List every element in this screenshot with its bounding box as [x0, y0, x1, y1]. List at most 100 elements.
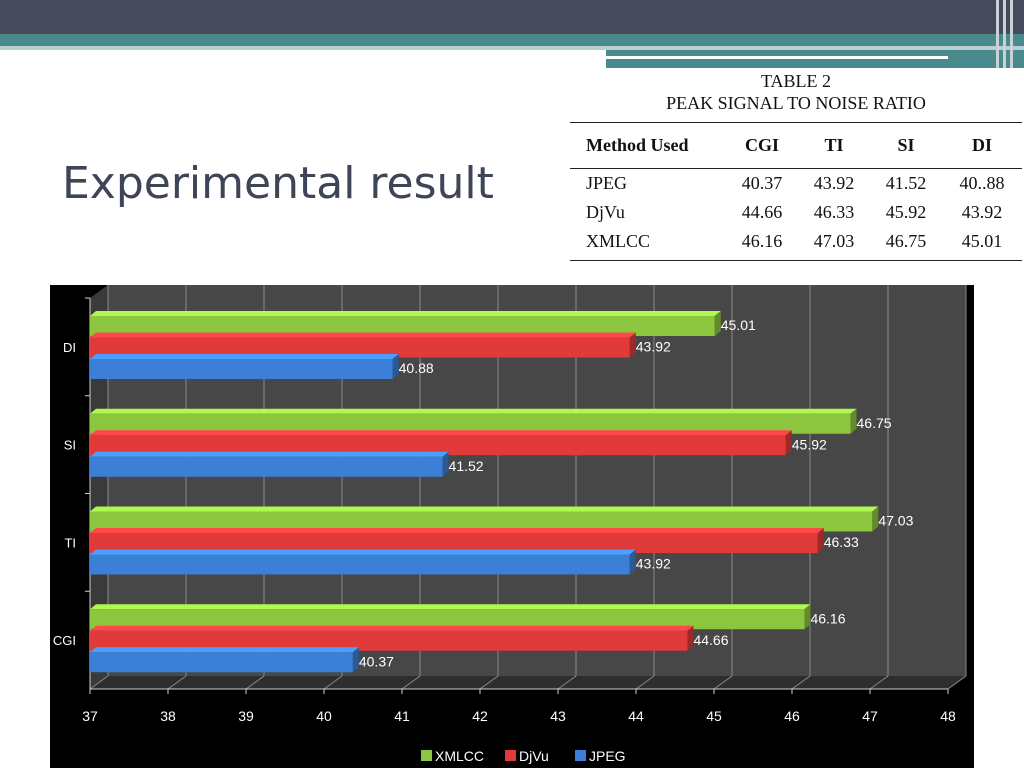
data-label: 44.66 [693, 632, 728, 648]
x-tick-label: 41 [394, 708, 410, 724]
table-header-cell: Method Used [570, 122, 726, 169]
bar-end-face [872, 506, 879, 532]
header-decoration [1010, 0, 1013, 68]
table-cell: DjVu [586, 202, 625, 222]
table-cell: 46.75 [870, 227, 942, 261]
table-row: DjVu 44.66 46.33 45.92 43.92 [570, 198, 1022, 227]
y-tick-label: SI [64, 438, 76, 453]
bar-top-face [90, 311, 721, 316]
bar-end-face [442, 451, 449, 477]
bar [90, 630, 688, 651]
bar-top-face [90, 625, 694, 631]
legend-swatch [421, 750, 432, 761]
chart-canvas: 37 38 39 40 41 42 43 44 45 46 47 48 CGI 46.16 44.66 40.… [53, 285, 967, 764]
gridline [713, 675, 733, 690]
header-right-band [606, 50, 1024, 68]
bar-top-face [90, 647, 359, 653]
x-tick-label: 38 [160, 708, 176, 724]
table-cell: JPEG [586, 173, 628, 193]
gridline [245, 675, 265, 690]
x-tick-label: 45 [706, 708, 722, 724]
bar-end-face [352, 647, 359, 673]
bar [90, 337, 630, 358]
bar [90, 316, 715, 336]
data-label: 47.03 [878, 513, 913, 529]
x-tick-label: 39 [238, 708, 254, 724]
y-tick-label: DI [63, 340, 76, 355]
x-tick-label: 37 [82, 708, 98, 724]
bar [90, 533, 818, 553]
bar-end-face [804, 604, 811, 630]
header-right-line [606, 56, 948, 59]
data-label: 45.01 [721, 317, 756, 333]
chart-floor [90, 676, 966, 689]
legend-swatch [575, 750, 586, 761]
table-cell: 40..88 [959, 173, 1005, 193]
gridline [323, 675, 343, 690]
bar [90, 413, 851, 434]
table-cell: 45.92 [885, 202, 927, 222]
header-accent-band [0, 34, 1024, 46]
data-label: 46.16 [810, 610, 845, 626]
bar-top-face [90, 451, 449, 457]
table-row: JPEG 40.37 43.92 41.52 40..88 [570, 169, 1022, 199]
bar-end-face [687, 625, 694, 651]
bar-top-face [90, 549, 636, 555]
bar-top-face [90, 528, 824, 533]
table-cell: 44.66 [741, 202, 783, 222]
psnr-bar-chart: 37 38 39 40 41 42 43 44 45 46 47 48 CGI 46.16 44.66 40.… [50, 285, 974, 768]
table-header-cell: CGI [726, 122, 798, 169]
gridline [479, 675, 499, 690]
table-caption: TABLE 2 [760, 71, 832, 91]
table-cell: 46.16 [726, 227, 798, 261]
data-label: 45.92 [792, 436, 827, 452]
bar-end-face [714, 311, 721, 336]
header-decoration [1003, 0, 1006, 68]
x-tick-label: 44 [628, 708, 644, 724]
bar [90, 609, 805, 630]
data-label: 43.92 [636, 339, 671, 355]
legend-label: JPEG [589, 748, 626, 764]
data-label: 43.92 [636, 556, 671, 572]
gridline [947, 675, 967, 690]
bar-top-face [90, 506, 879, 512]
bar [90, 511, 873, 532]
data-label: 46.75 [857, 415, 892, 431]
table-cell: 40.37 [741, 173, 783, 193]
bar-end-face [785, 430, 792, 456]
gridline [791, 675, 811, 690]
legend-label: XMLCC [435, 748, 484, 764]
bar-top-face [90, 430, 792, 436]
x-tick-label: 48 [940, 708, 956, 724]
legend-swatch [505, 750, 516, 761]
gridline [869, 675, 889, 690]
table-cell: 47.03 [798, 227, 870, 261]
table-cell: 46.33 [813, 202, 855, 222]
bar [90, 435, 786, 456]
x-tick-label: 42 [472, 708, 488, 724]
table-row: XMLCC 46.16 47.03 46.75 45.01 [570, 227, 1022, 261]
bar-top-face [90, 408, 857, 414]
bar-end-face [629, 332, 636, 358]
x-tick-label: 43 [550, 708, 566, 724]
bar [90, 456, 443, 477]
y-tick-label: TI [64, 535, 76, 550]
table-header-cell: DI [942, 122, 1022, 169]
bar [90, 652, 353, 673]
table-cell: XMLCC [570, 227, 726, 261]
table-header-cell: SI [870, 122, 942, 169]
table-cell: 43.92 [813, 173, 855, 193]
bar-end-face [817, 528, 824, 553]
gridline [167, 675, 187, 690]
gridline [635, 675, 655, 690]
chart-side-wall [90, 285, 108, 689]
x-tick-label: 40 [316, 708, 332, 724]
data-label: 41.52 [449, 458, 484, 474]
data-label: 40.88 [399, 360, 434, 376]
gridline [89, 675, 109, 690]
x-tick-label: 47 [862, 708, 878, 724]
table-cell: 43.92 [961, 202, 1003, 222]
bar-top-face [90, 332, 636, 338]
psnr-table: Method Used CGI TI SI DI JPEG 40.37 43.9… [570, 122, 1022, 261]
table-header-row: Method Used CGI TI SI DI [570, 122, 1022, 169]
